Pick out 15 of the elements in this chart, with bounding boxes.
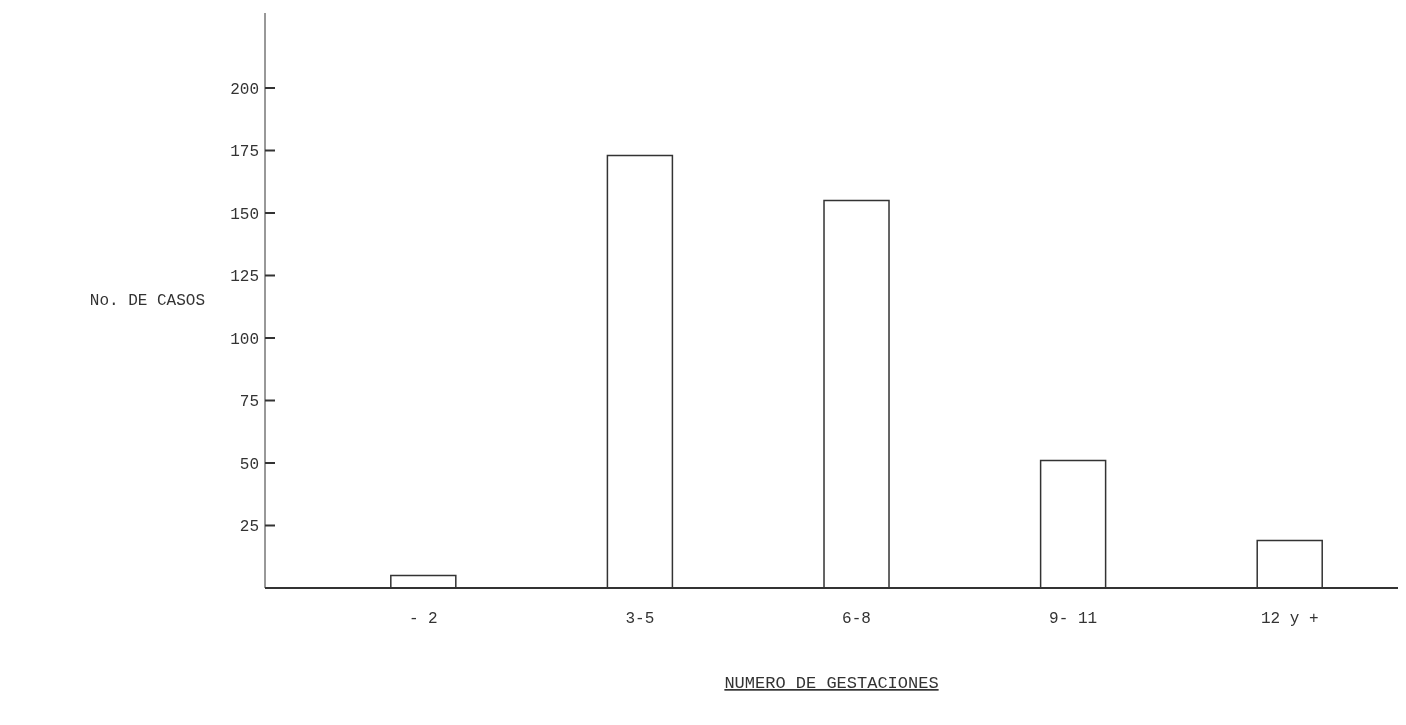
x-axis-title: NUMERO DE GESTACIONES [724, 674, 939, 693]
x-tick-label: - 2 [408, 610, 438, 629]
y-tick-label: 75 [239, 393, 259, 412]
y-axis-title: No. DE CASOS [89, 291, 205, 310]
y-tick-label: 25 [239, 518, 259, 537]
y-tick-label: 175 [230, 143, 259, 162]
x-tick-label: 9- 11 [1049, 610, 1098, 629]
x-tick-label: 3-5 [625, 610, 655, 629]
y-tick-label: 150 [230, 205, 259, 224]
x-tick-label: 12 y + [1260, 610, 1319, 629]
y-tick-label: 125 [230, 268, 259, 287]
y-tick-label: 200 [230, 80, 259, 99]
y-tick-label: 50 [239, 455, 259, 474]
x-tick-label: 6-8 [842, 610, 871, 629]
y-tick-label: 100 [230, 330, 259, 349]
